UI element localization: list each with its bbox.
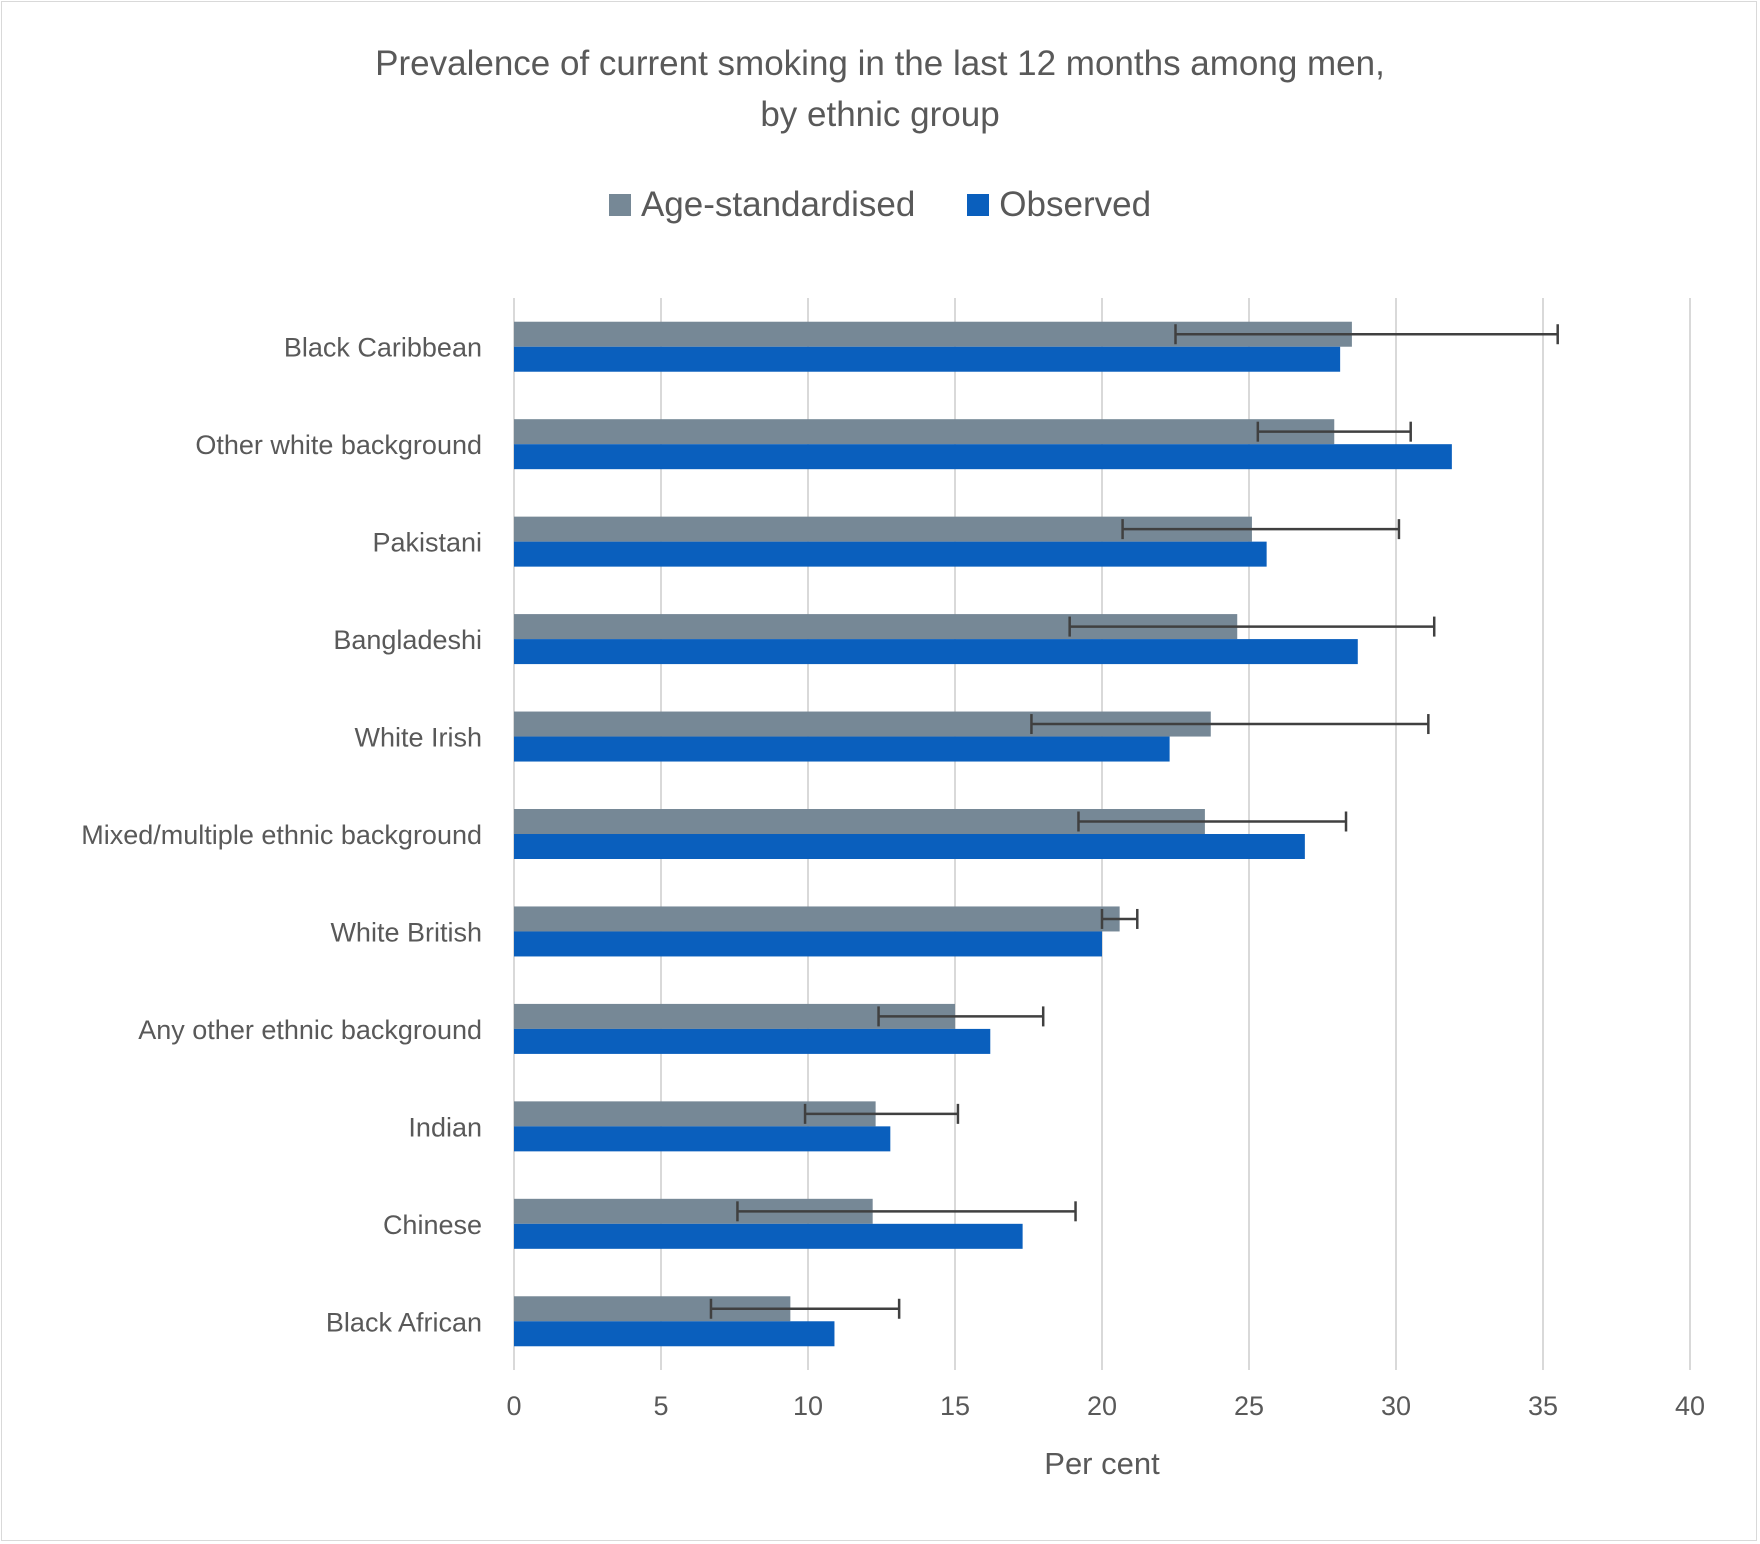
bar-observed-white-british <box>514 931 1102 957</box>
category-label-white-british: White British <box>330 917 482 947</box>
bar-observed-bangladeshi <box>514 639 1358 665</box>
bar-age-standardised-white-british <box>514 906 1120 932</box>
legend-item-observed: Observed <box>967 185 1151 225</box>
x-tick-label-35: 35 <box>1528 1391 1558 1421</box>
x-tick-label-15: 15 <box>940 1391 970 1421</box>
legend-item-age-standardised: Age-standardised <box>608 185 916 225</box>
category-label-any-other-ethnic-background: Any other ethnic background <box>138 1015 482 1045</box>
bar-age-standardised-other-white-background <box>514 419 1335 445</box>
chart-title-line-2: by ethnic group <box>760 95 1000 134</box>
x-axis-title: Per cent <box>1044 1446 1160 1481</box>
x-tick-label-20: 20 <box>1087 1391 1117 1421</box>
bar-observed-mixed-multiple-ethnic-background <box>514 834 1305 859</box>
bar-observed-black-african <box>514 1321 835 1347</box>
category-label-black-caribbean: Black Caribbean <box>284 333 482 363</box>
category-label-pakistani: Pakistani <box>372 528 482 558</box>
category-label-mixed-multiple-ethnic-background: Mixed/multiple ethnic background <box>81 820 482 850</box>
category-label-white-irish: White Irish <box>354 723 482 753</box>
x-tick-label-25: 25 <box>1234 1391 1264 1421</box>
category-label-bangladeshi: Bangladeshi <box>333 625 482 655</box>
chart-title-line-1: Prevalence of current smoking in the las… <box>375 44 1385 83</box>
bar-observed-indian <box>514 1126 891 1152</box>
bar-observed-other-white-background <box>514 444 1452 470</box>
x-tick-label-10: 10 <box>793 1391 823 1421</box>
x-tick-label-30: 30 <box>1381 1391 1411 1421</box>
legend-label-age-standardised: Age-standardised <box>640 185 916 224</box>
x-tick-label-5: 5 <box>653 1391 668 1421</box>
bar-observed-pakistani <box>514 541 1267 567</box>
bar-observed-black-caribbean <box>514 346 1341 372</box>
legend: Age-standardised Observed <box>0 185 1760 225</box>
legend-swatch-observed <box>967 194 990 216</box>
chart-title: Prevalence of current smoking in the las… <box>0 38 1760 140</box>
x-tick-label-0: 0 <box>506 1391 521 1421</box>
category-label-other-white-background: Other white background <box>195 430 482 460</box>
category-label-chinese: Chinese <box>383 1210 482 1240</box>
legend-label-observed: Observed <box>999 185 1152 224</box>
category-label-black-african: Black African <box>326 1307 482 1337</box>
bar-observed-any-other-ethnic-background <box>514 1028 991 1054</box>
category-label-indian: Indian <box>408 1112 482 1142</box>
bar-observed-chinese <box>514 1223 1023 1249</box>
legend-swatch-age-standardised <box>608 194 631 216</box>
bar-observed-white-irish <box>514 736 1170 762</box>
x-tick-label-40: 40 <box>1675 1391 1705 1421</box>
